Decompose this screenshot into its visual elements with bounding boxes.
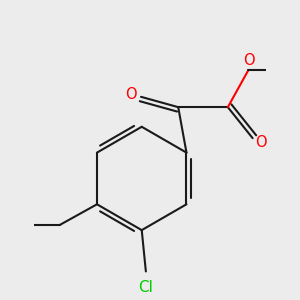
Text: O: O <box>243 53 254 68</box>
Text: O: O <box>125 87 136 102</box>
Text: Cl: Cl <box>138 280 153 295</box>
Text: O: O <box>255 135 267 150</box>
